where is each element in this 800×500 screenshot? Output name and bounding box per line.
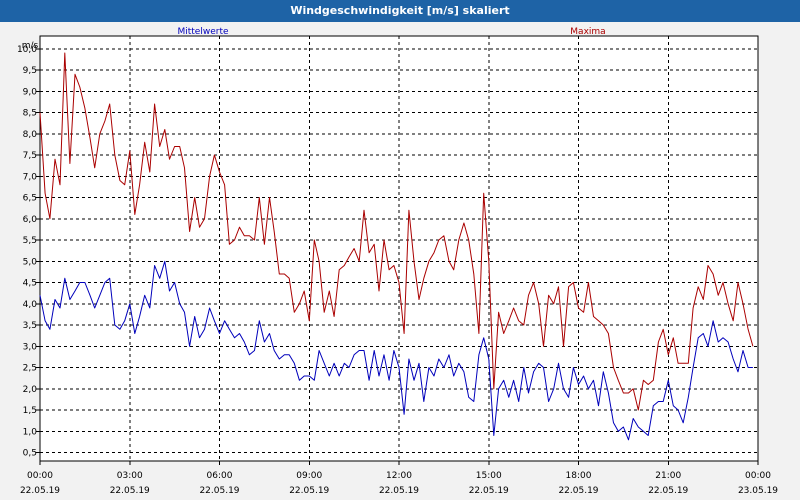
legend-maxima: Maxima [570, 27, 605, 37]
y-tick-label: 3,0 [23, 342, 38, 352]
x-tick-date: 22.05.19 [558, 486, 598, 496]
x-tick-date: 22.05.19 [289, 486, 329, 496]
y-tick-label: 9,0 [23, 87, 38, 97]
legend-mittelwerte: Mittelwerte [177, 27, 228, 37]
y-tick-label: 5,0 [23, 257, 38, 267]
wind-speed-chart: 0,5 1,0 1,5 2,0 2,5 3,0 3,5 4,0 4,5 5,0 5,5 6,0 6,5 7… [0, 22, 800, 500]
y-tick-label: 2,0 [23, 385, 38, 395]
y-tick-label: 5,5 [23, 236, 37, 246]
x-tick-time: 21:00 [655, 471, 681, 481]
x-tick-time: 12:00 [386, 471, 412, 481]
x-tick-date: 22.05.19 [199, 486, 239, 496]
x-tick-time: 06:00 [207, 471, 233, 481]
x-tick-date: 22.05.19 [379, 486, 419, 496]
y-tick-label: 1,5 [23, 406, 37, 416]
x-tick-time: 15:00 [476, 471, 502, 481]
series-line-maxima [39, 52, 754, 411]
x-tick-date: 22.05.19 [469, 486, 509, 496]
y-tick-label: 4,5 [23, 279, 37, 289]
y-tick-label: 7,0 [23, 172, 38, 182]
y-axis-label: m/s [22, 41, 39, 51]
series-line-mittelwerte [39, 260, 753, 441]
x-tick-time: 09:00 [296, 471, 322, 481]
window-title: Windgeschwindigkeit [m/s] skaliert [0, 0, 800, 22]
y-tick-label: 6,0 [23, 215, 38, 225]
x-axis-ticks: 00:00 22.05.19 03:00 22.05.19 06:00 22.05.19 0… [20, 461, 778, 496]
x-tick-time: 18:00 [566, 471, 592, 481]
y-tick-label: 9,5 [23, 66, 37, 76]
y-tick-label: 10,0 [17, 45, 37, 55]
grid-lines [40, 36, 758, 461]
x-tick-date: 22.05.19 [110, 486, 150, 496]
y-tick-label: 2,5 [23, 364, 37, 374]
y-tick-label: 8,5 [23, 109, 37, 119]
y-tick-label: 1,0 [23, 427, 38, 437]
y-tick-label: 0,5 [23, 449, 37, 459]
x-tick-time: 00:00 [745, 471, 771, 481]
y-tick-label: 7,5 [23, 151, 37, 161]
x-tick-date: 23.05.19 [738, 486, 778, 496]
y-axis-ticks: 0,5 1,0 1,5 2,0 2,5 3,0 3,5 4,0 4,5 5,0 5,5 6,0 6,5 7… [17, 45, 40, 459]
series-lines [39, 52, 754, 441]
x-tick-date: 22.05.19 [20, 486, 60, 496]
y-tick-label: 4,0 [23, 300, 38, 310]
x-tick-time: 03:00 [117, 471, 143, 481]
x-tick-date: 22.05.19 [648, 486, 688, 496]
y-tick-label: 3,5 [23, 321, 37, 331]
y-tick-label: 6,5 [23, 194, 37, 204]
y-tick-label: 8,0 [23, 130, 38, 140]
x-tick-time: 00:00 [27, 471, 53, 481]
